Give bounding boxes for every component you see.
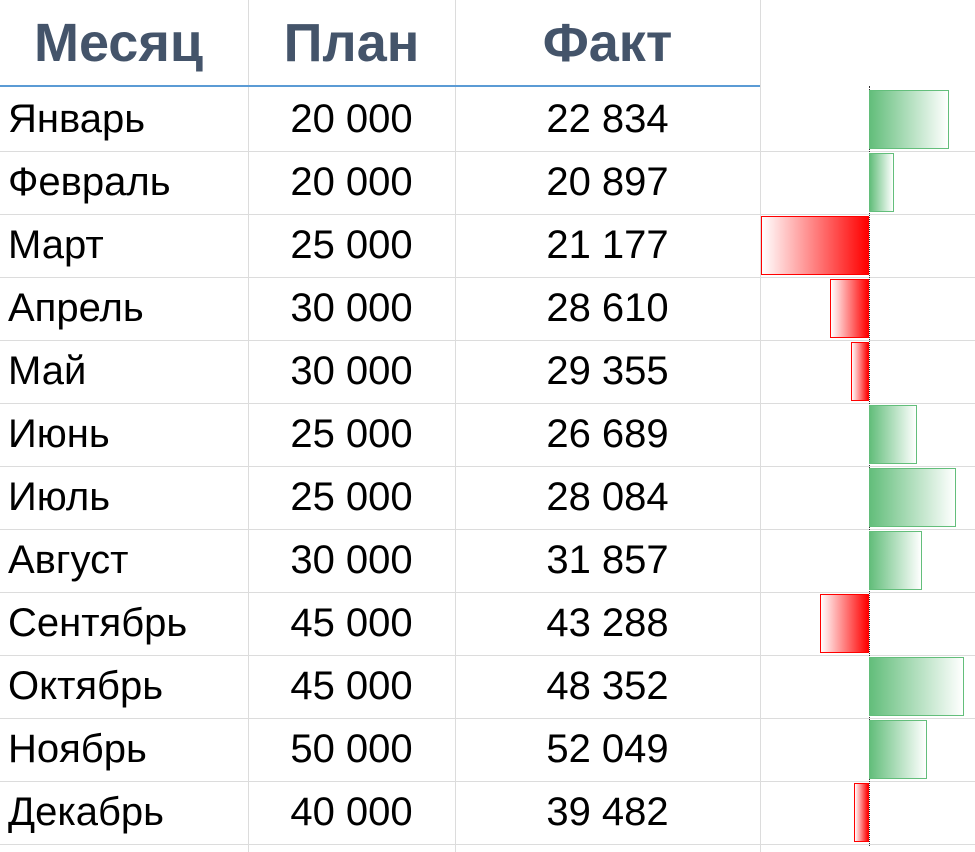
data-bar	[869, 153, 895, 212]
cell-plan[interactable]: 50 000	[290, 727, 413, 771]
row-divider	[0, 403, 975, 404]
cell-fact[interactable]: 28 610	[546, 286, 669, 330]
row-divider	[0, 277, 975, 278]
cell-month[interactable]: Сентябрь	[8, 601, 188, 645]
cell-month[interactable]: Май	[8, 349, 87, 393]
header-plan[interactable]: План	[283, 13, 420, 73]
cell-fact[interactable]: 48 352	[546, 664, 669, 708]
row-divider	[0, 781, 975, 782]
header-month[interactable]: Месяц	[34, 13, 204, 73]
cell-month[interactable]: Август	[8, 538, 129, 582]
data-bar	[869, 657, 965, 716]
cell-month[interactable]: Февраль	[8, 160, 171, 204]
cell-fact[interactable]: 26 689	[546, 412, 669, 456]
cell-plan[interactable]: 25 000	[290, 223, 413, 267]
cell-fact[interactable]: 21 177	[546, 223, 669, 267]
data-bar	[820, 594, 869, 653]
data-bar	[869, 531, 922, 590]
cell-plan[interactable]: 30 000	[290, 349, 413, 393]
data-bar	[869, 90, 950, 149]
cell-fact[interactable]: 31 857	[546, 538, 669, 582]
cell-plan[interactable]: 30 000	[290, 286, 413, 330]
row-divider	[0, 214, 975, 215]
cell-fact[interactable]: 29 355	[546, 349, 669, 393]
row-divider	[0, 718, 975, 719]
cell-fact[interactable]: 28 084	[546, 475, 669, 519]
cell-plan[interactable]: 45 000	[290, 664, 413, 708]
cell-month[interactable]: Март	[8, 223, 104, 267]
cell-fact[interactable]: 52 049	[546, 727, 669, 771]
cell-month[interactable]: Октябрь	[8, 664, 164, 708]
cell-month[interactable]: Декабрь	[8, 790, 164, 834]
cell-month[interactable]: Апрель	[8, 286, 144, 330]
column-divider	[760, 0, 761, 852]
row-divider	[0, 340, 975, 341]
row-divider	[0, 592, 975, 593]
header-fact[interactable]: Факт	[542, 13, 673, 73]
cell-fact[interactable]: 20 897	[546, 160, 669, 204]
cell-month[interactable]: Июнь	[8, 412, 110, 456]
header-border	[0, 85, 760, 87]
column-divider	[455, 0, 456, 852]
data-bar	[850, 342, 869, 401]
cell-fact[interactable]: 43 288	[546, 601, 669, 645]
data-bar	[829, 279, 869, 338]
row-divider	[0, 151, 975, 152]
cell-plan[interactable]: 20 000	[290, 160, 413, 204]
cell-month[interactable]: Январь	[8, 97, 146, 141]
row-divider	[0, 466, 975, 467]
cell-month[interactable]: Июль	[8, 475, 111, 519]
cell-plan[interactable]: 25 000	[290, 475, 413, 519]
column-divider	[248, 0, 249, 852]
data-bar	[869, 468, 957, 527]
row-divider	[0, 844, 975, 845]
cell-plan[interactable]: 25 000	[290, 412, 413, 456]
row-divider	[0, 529, 975, 530]
databar-axis	[869, 86, 870, 846]
data-bar	[760, 216, 869, 275]
cell-month[interactable]: Ноябрь	[8, 727, 147, 771]
cell-plan[interactable]: 40 000	[290, 790, 413, 834]
cell-plan[interactable]: 30 000	[290, 538, 413, 582]
row-divider	[0, 655, 975, 656]
cell-fact[interactable]: 22 834	[546, 97, 669, 141]
cell-plan[interactable]: 45 000	[290, 601, 413, 645]
cell-fact[interactable]: 39 482	[546, 790, 669, 834]
data-bar	[854, 783, 869, 842]
cell-plan[interactable]: 20 000	[290, 97, 413, 141]
data-bar	[869, 720, 928, 779]
data-bar	[869, 405, 917, 464]
